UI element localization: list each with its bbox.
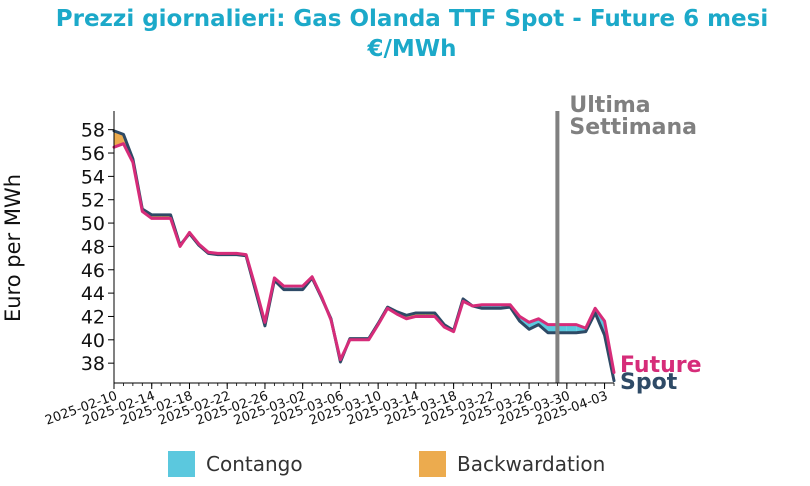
legend-contango-swatch: [168, 451, 195, 477]
y-tick-label: 38: [81, 353, 105, 375]
y-tick-label: 44: [81, 283, 105, 305]
legend-backwardation-label: Backwardation: [457, 452, 605, 476]
contango-fill: [566, 324, 577, 333]
series-line-future: [112, 142, 616, 374]
chart-title: Prezzi giornalieri: Gas Olanda TTF Spot …: [56, 6, 768, 32]
chart-subtitle: €/MWh: [366, 36, 456, 62]
series-line-spot: [112, 129, 616, 383]
spot-end-label: Spot: [620, 370, 678, 395]
legend-contango-label: Contango: [206, 452, 303, 476]
last-week-label-1: Ultima: [569, 93, 650, 118]
legend-backwardation-swatch: [419, 451, 446, 477]
last-week-label-2: Settimana: [569, 115, 697, 140]
y-tick-label: 58: [81, 120, 105, 142]
y-tick-label: 54: [81, 166, 105, 188]
y-tick-label: 52: [81, 190, 105, 212]
y-tick-label: 56: [81, 143, 105, 165]
y-tick-label: 40: [81, 330, 105, 352]
y-tick-label: 42: [81, 306, 105, 328]
series-lines: [112, 129, 616, 383]
y-tick-label: 46: [81, 260, 105, 282]
y-tick-label: 48: [81, 236, 105, 258]
legend: Contango Backwardation: [168, 451, 605, 477]
contango-fill: [557, 324, 567, 333]
contango-fill: [547, 324, 558, 333]
future-end-label: Future: [620, 353, 702, 378]
y-tick-label: 50: [81, 213, 105, 235]
x-ticks: 2025-02-102025-02-142025-02-182025-02-22…: [43, 383, 615, 429]
axes: [113, 111, 614, 384]
y-axis-label: Euro per MWh: [1, 174, 25, 322]
spread-fills: [114, 130, 614, 381]
